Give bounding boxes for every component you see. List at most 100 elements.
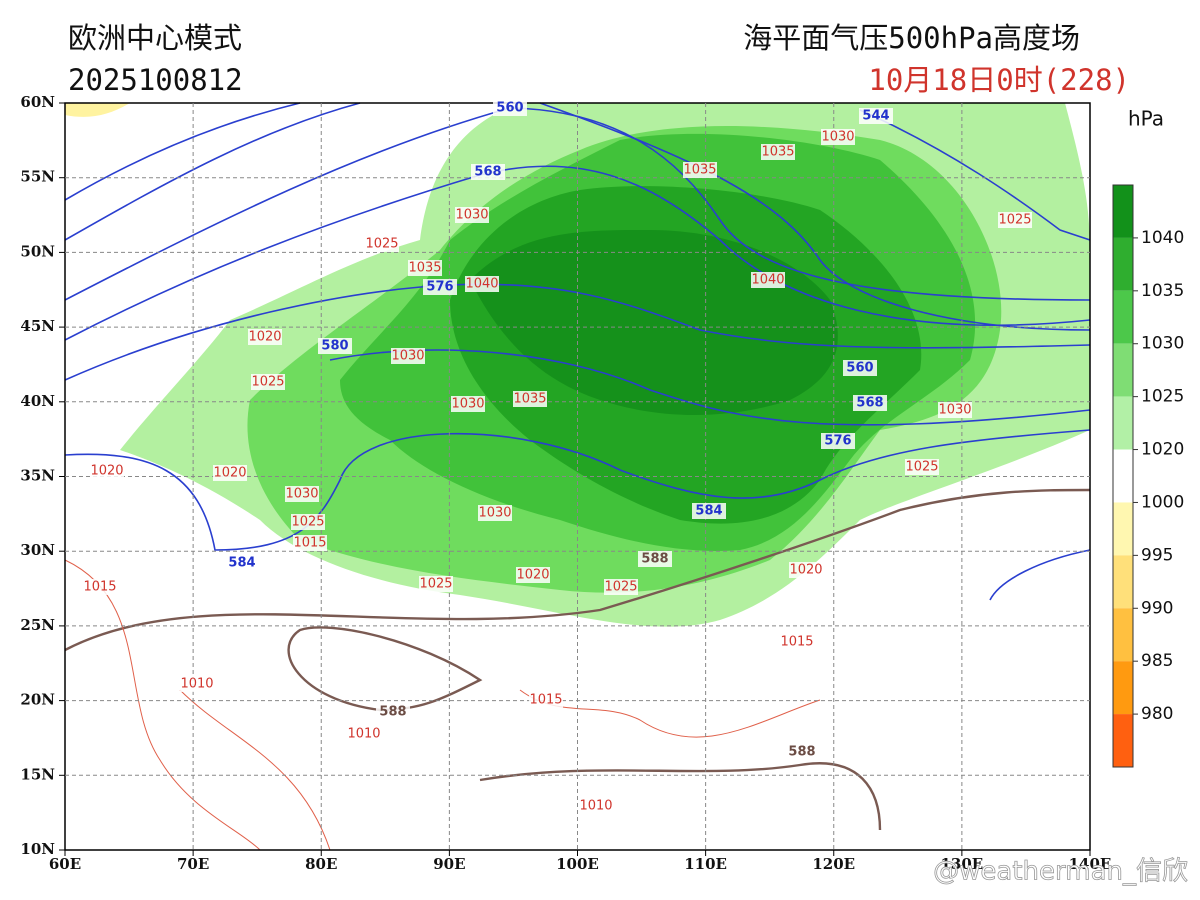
label-background [225,555,259,571]
label-background [423,279,457,295]
lat-tick-label: 50N [20,242,55,260]
contour-1015 [64,559,261,851]
pressure-contour-label: 1020 [213,466,246,481]
label-background [821,129,855,145]
colorbar-label: 1040 [1141,228,1184,248]
label-background [579,798,613,814]
pressure-contour-label: 1025 [604,580,637,595]
contour-588 [64,488,1091,652]
label-background [471,164,505,180]
label-background [376,704,410,720]
label-background [365,236,399,252]
pressure-contour-label: 1025 [419,577,452,592]
pressure-contour-label: 1020 [248,330,281,345]
colorbar-label: 1000 [1141,492,1184,512]
height-contour-label: 544 [862,109,889,124]
colorbar-segment [1113,343,1133,397]
label-background [318,338,352,354]
label-background [391,348,425,364]
label-background [821,433,855,449]
label-background [248,329,282,345]
label-background [291,514,325,530]
pressure-contour-label: 1030 [478,506,511,521]
ridge-contour-label: 588 [379,705,406,720]
label-background [251,374,285,390]
colorbar-segment [1113,396,1133,450]
contour-north-2 [64,102,361,241]
label-background [451,396,485,412]
label-background [465,276,499,292]
colorbar-label: 1030 [1141,334,1184,354]
init-time: 2025100812 [68,63,243,97]
label-background [938,402,972,418]
lon-tick-label: 70E [177,855,209,873]
label-background [751,272,785,288]
lat-tick-label: 10N [20,840,55,858]
label-background [513,391,547,407]
colorbar-label: 1035 [1141,281,1184,301]
pressure-contour-label: 1015 [529,693,562,708]
colorbar-segment [1113,449,1133,503]
pressure-contour-label: 1040 [465,277,498,292]
pressure-contour-label: 1030 [938,403,971,418]
height-contour-label: 568 [856,396,883,411]
label-background [692,503,726,519]
label-background [780,634,814,650]
colorbar-segment [1113,237,1133,291]
height-contour-label: 576 [426,280,453,295]
label-background [604,579,638,595]
label-background [843,360,877,376]
colorbar-segment [1113,714,1133,767]
label-background [853,395,887,411]
contour-568 [64,165,1091,341]
lat-tick-label: 30N [20,541,55,559]
lon-tick-label: 110E [684,855,727,873]
label-background [998,212,1032,228]
label-background [638,551,672,567]
pressure-contour-label: 1020 [516,568,549,583]
colorbar-label: 995 [1141,545,1173,565]
contour-588-south [479,762,882,831]
contour-labels: 1035 1035 1030 1030 1025 1035 1040 1040 1025 1020… [83,100,1032,814]
lat-tick-label: 60N [20,93,55,111]
height-contours [64,102,1091,601]
lat-tick-label: 25N [20,616,55,634]
contour-east [989,549,1091,601]
ridge-contours [64,488,1091,831]
contour-552 [539,102,1091,331]
pressure-contour-label: 1035 [761,145,794,160]
label-background [493,100,527,116]
height-contour-label: 584 [695,504,722,519]
lon-tick-label: 120E [812,855,855,873]
model-name: 欧洲中心模式 [68,21,242,55]
pressure-contour-label: 1030 [455,208,488,223]
colorbar-segment [1113,555,1133,609]
colorbar-segment [1113,608,1133,662]
lat-tick-label: 35N [20,467,55,485]
pressure-contour-label: 1035 [683,163,716,178]
pressure-contour-label: 1030 [821,130,854,145]
lon-tick-label: 80E [305,855,337,873]
watermark: @weatherman_信欣 [933,857,1188,887]
pressure-contour-label: 1025 [365,237,398,252]
label-background [90,463,124,479]
pressure-contour-label: 1010 [579,799,612,814]
lon-tick-label: 60E [49,855,81,873]
contour-1010 [179,689,331,851]
valid-time: 10月18日0时(228) [868,63,1130,97]
label-background [347,726,381,742]
lon-tick-label: 130E [941,855,984,873]
lon-tick-label: 140E [1069,855,1112,873]
label-background [180,676,214,692]
pressure-contour-label: 1025 [998,213,1031,228]
colorbar-label: 990 [1141,598,1173,618]
pressure-contour-label: 1035 [513,392,546,407]
colorbar-segment [1113,661,1133,715]
contour-580 [329,349,1091,426]
pressure-contour-label: 1030 [285,487,318,502]
pressure-contour-label: 1040 [751,273,784,288]
colorbar-segment [1113,185,1133,238]
lat-tick-label: 55N [20,168,55,186]
colorbar-unit: hPa [1128,107,1164,131]
